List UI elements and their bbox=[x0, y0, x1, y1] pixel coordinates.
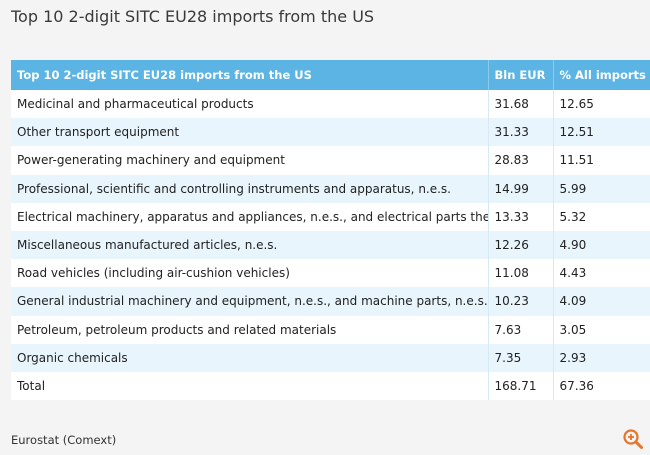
table-row: Power-generating machinery and equipment… bbox=[11, 146, 650, 175]
cell-pct-imports: 12.51 bbox=[559, 125, 594, 140]
source-note: Eurostat (Comext) bbox=[11, 433, 117, 447]
cell-bln-eur: 13.33 bbox=[488, 202, 554, 231]
cell-pct-imports: 4.09 bbox=[559, 294, 587, 309]
cell-pct-imports: 4.90 bbox=[559, 238, 587, 253]
column-header-category: Top 10 2-digit SITC EU28 imports from th… bbox=[11, 60, 489, 90]
cell-pct-imports: 12.65 bbox=[559, 97, 594, 112]
cell-category: Professional, scientific and controlling… bbox=[11, 174, 489, 203]
column-header-pct-imports: % All imports bbox=[559, 68, 646, 82]
cell-category: Road vehicles (including air-cushion veh… bbox=[11, 259, 489, 288]
cell-category: Other transport equipment bbox=[11, 118, 489, 147]
cell-bln-eur: 10.23 bbox=[488, 287, 554, 316]
cell-category: Medicinal and pharmaceutical products bbox=[11, 90, 489, 119]
page-title: Top 10 2-digit SITC EU28 imports from th… bbox=[11, 7, 375, 26]
cell-bln-eur: 11.08 bbox=[488, 259, 554, 288]
cell-pct-imports: 3.05 bbox=[559, 322, 587, 337]
table-body: Medicinal and pharmaceutical products 31.… bbox=[11, 90, 650, 401]
table-row: Miscellaneous manufactured articles, n.e… bbox=[11, 230, 650, 260]
table-row: Road vehicles (including air-cushion veh… bbox=[11, 259, 650, 288]
table-row: Electrical machinery, apparatus and appl… bbox=[11, 202, 650, 231]
imports-table: Top 10 2-digit SITC EU28 imports from th… bbox=[11, 60, 650, 401]
zoom-in-icon[interactable] bbox=[622, 428, 644, 450]
cell-pct-imports: 5.32 bbox=[559, 209, 587, 224]
cell-pct-imports: 11.51 bbox=[559, 153, 594, 168]
cell-bln-eur: 31.68 bbox=[488, 90, 554, 119]
cell-category: Miscellaneous manufactured articles, n.e… bbox=[11, 230, 489, 260]
cell-category: Power-generating machinery and equipment bbox=[11, 146, 489, 175]
table-row: Petroleum, petroleum products and relate… bbox=[11, 315, 650, 344]
table-row: General industrial machinery and equipme… bbox=[11, 287, 650, 316]
cell-bln-eur: 7.35 bbox=[488, 343, 554, 372]
table-row: Professional, scientific and controlling… bbox=[11, 174, 650, 203]
cell-pct-imports: 67.36 bbox=[559, 378, 594, 393]
cell-pct-imports: 5.99 bbox=[559, 181, 587, 196]
table-row: Organic chemicals 7.35 2.93 bbox=[11, 343, 650, 372]
cell-pct-imports: 4.43 bbox=[559, 266, 587, 281]
cell-pct-imports: 2.93 bbox=[559, 350, 587, 365]
cell-bln-eur: 7.63 bbox=[488, 315, 554, 344]
table-row: Medicinal and pharmaceutical products 31.… bbox=[11, 90, 650, 119]
cell-bln-eur: 168.71 bbox=[488, 371, 554, 401]
table-row: Total 168.71 67.36 bbox=[11, 371, 650, 401]
column-header-bln-eur: Bln EUR bbox=[488, 60, 554, 90]
cell-category: Organic chemicals bbox=[11, 343, 489, 372]
table-row: Other transport equipment 31.33 12.51 bbox=[11, 118, 650, 147]
imports-table-container: Top 10 2-digit SITC EU28 imports from th… bbox=[11, 60, 650, 401]
cell-bln-eur: 14.99 bbox=[488, 174, 554, 203]
cell-bln-eur: 28.83 bbox=[488, 146, 554, 175]
cell-category: Total bbox=[11, 371, 489, 401]
cell-category: Electrical machinery, apparatus and appl… bbox=[11, 202, 489, 231]
table-header-row: Top 10 2-digit SITC EU28 imports from th… bbox=[11, 60, 650, 90]
cell-bln-eur: 12.26 bbox=[488, 230, 554, 260]
cell-bln-eur: 31.33 bbox=[488, 118, 554, 147]
cell-category: Petroleum, petroleum products and relate… bbox=[11, 315, 489, 344]
cell-category: General industrial machinery and equipme… bbox=[11, 287, 489, 316]
